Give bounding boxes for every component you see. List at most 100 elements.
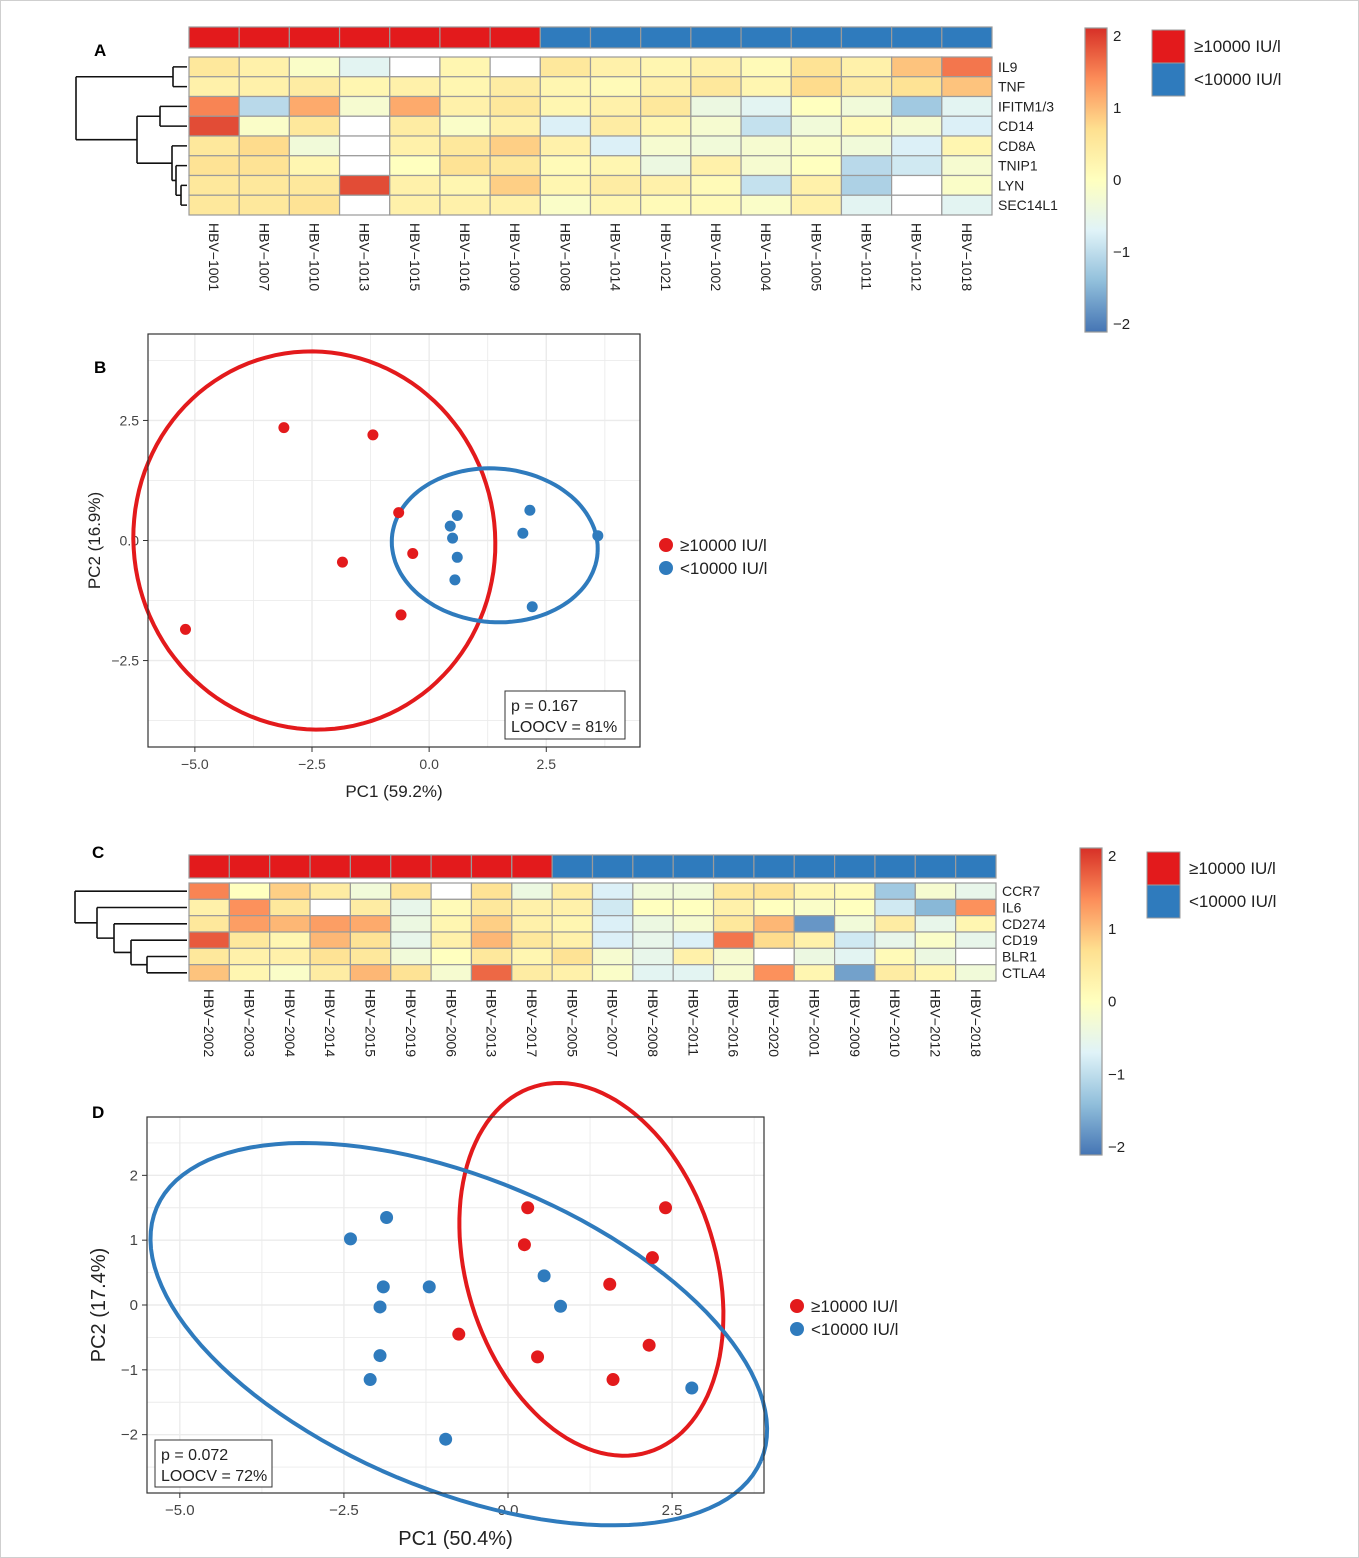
heatmap-cell xyxy=(288,95,341,117)
heatmap-cell xyxy=(589,155,642,177)
column-label: HBV−1002 xyxy=(708,223,724,291)
legend-label: ≥10000 IU/l xyxy=(680,536,767,555)
color-scale-tick: −1 xyxy=(1108,1066,1125,1083)
column-label: HBV−2014 xyxy=(322,989,338,1057)
plot-border xyxy=(147,333,641,748)
heatmap-cell xyxy=(591,915,634,933)
heatmap-cell xyxy=(790,174,843,196)
heatmap-cell xyxy=(288,56,341,78)
heatmap-cell xyxy=(874,931,916,949)
heatmap-cell xyxy=(349,898,392,917)
data-point xyxy=(449,574,461,586)
column-label: HBV−2007 xyxy=(605,989,621,1057)
group-annotation-cell xyxy=(539,26,592,49)
stats-annotation-text: p = 0.072 xyxy=(161,1447,228,1464)
heatmap-cell xyxy=(914,931,957,949)
heatmap-cell xyxy=(228,947,271,966)
heatmap-cell xyxy=(672,898,715,917)
heatmap-cell xyxy=(430,882,473,900)
heatmap-cell xyxy=(672,882,715,900)
column-label: HBV−2012 xyxy=(927,989,943,1057)
data-point xyxy=(278,422,290,434)
heatmap-cell xyxy=(238,155,290,177)
x-tick-label: 2.5 xyxy=(662,1502,683,1519)
heatmap-cell xyxy=(489,194,541,216)
group-annotation-cell xyxy=(188,854,230,879)
column-label: HBV−2016 xyxy=(726,989,742,1057)
confidence-ellipse xyxy=(389,466,600,625)
group-annotation-cell xyxy=(309,854,351,879)
heatmap-cell xyxy=(891,194,943,216)
heatmap-cell xyxy=(632,931,674,949)
heatmap-cell xyxy=(309,964,351,982)
data-point xyxy=(592,530,604,542)
heatmap-cell xyxy=(539,194,592,216)
heatmap-cell xyxy=(389,194,441,216)
panel-label-a: A xyxy=(94,41,106,60)
confidence-ellipse xyxy=(148,1140,770,1528)
data-point xyxy=(444,520,456,532)
heatmap-cell xyxy=(914,898,957,917)
data-point xyxy=(447,532,459,544)
heatmap-cell xyxy=(309,915,351,933)
heatmap-cell xyxy=(632,915,674,933)
x-axis-label: PC1 (59.2%) xyxy=(345,782,442,801)
heatmap-cell xyxy=(640,76,692,98)
data-point xyxy=(363,1373,377,1387)
heatmap-cell xyxy=(790,115,843,137)
heatmap-cell xyxy=(672,915,715,933)
heatmap-cell xyxy=(591,898,634,917)
legend-label: <10000 IU/l xyxy=(811,1320,898,1339)
heatmap-cell xyxy=(712,964,755,982)
row-label: CD19 xyxy=(1002,932,1038,948)
heatmap-cell xyxy=(941,115,993,137)
heatmap-cell xyxy=(640,135,692,157)
group-annotation-cell xyxy=(470,854,513,879)
heatmap-cell xyxy=(591,964,634,982)
data-point xyxy=(685,1381,699,1395)
color-scale-bar xyxy=(1084,27,1108,333)
heatmap-cell xyxy=(238,76,290,98)
data-point xyxy=(526,601,538,613)
data-point xyxy=(451,510,463,522)
heatmap-cell xyxy=(589,95,642,117)
heatmap-cell xyxy=(790,95,843,117)
column-label: HBV−2017 xyxy=(524,989,540,1057)
heatmap-cell xyxy=(640,56,692,78)
heatmap-cell xyxy=(389,174,441,196)
heatmap-cell xyxy=(269,882,311,900)
panel-label-c: C xyxy=(92,843,104,862)
heatmap-cell xyxy=(511,882,553,900)
heatmap-cell xyxy=(793,915,836,933)
heatmap-cell xyxy=(288,135,341,157)
heatmap-cell xyxy=(228,898,271,917)
y-tick-label: 2 xyxy=(130,1167,138,1184)
stats-annotation-text: LOOCV = 81% xyxy=(511,719,617,736)
heatmap-cell xyxy=(188,135,240,157)
heatmap-cell xyxy=(793,964,836,982)
column-label: HBV−1008 xyxy=(557,223,573,291)
heatmap-cell xyxy=(914,882,957,900)
heatmap-cell xyxy=(489,155,541,177)
x-tick-label: −5.0 xyxy=(181,756,209,772)
row-label: CCR7 xyxy=(1002,883,1040,899)
heatmap-cell xyxy=(589,194,642,216)
color-scale-tick: −1 xyxy=(1113,244,1130,261)
heatmap-cell xyxy=(941,76,993,98)
heatmap-cell xyxy=(470,915,513,933)
heatmap-cell xyxy=(539,115,592,137)
heatmap-cell xyxy=(955,882,997,900)
heatmap-cell xyxy=(941,135,993,157)
plot-border xyxy=(146,1116,765,1494)
heatmap-cell xyxy=(188,194,240,216)
column-label: HBV−1004 xyxy=(758,223,774,291)
heatmap-cell xyxy=(238,194,290,216)
legend-label: ≥10000 IU/l xyxy=(1189,859,1276,878)
panel-label-d: D xyxy=(92,1103,104,1122)
group-annotation-cell xyxy=(955,854,997,879)
heatmap-cell xyxy=(672,931,715,949)
data-point xyxy=(606,1373,620,1387)
data-point xyxy=(343,1232,357,1246)
heatmap-cell xyxy=(833,882,876,900)
